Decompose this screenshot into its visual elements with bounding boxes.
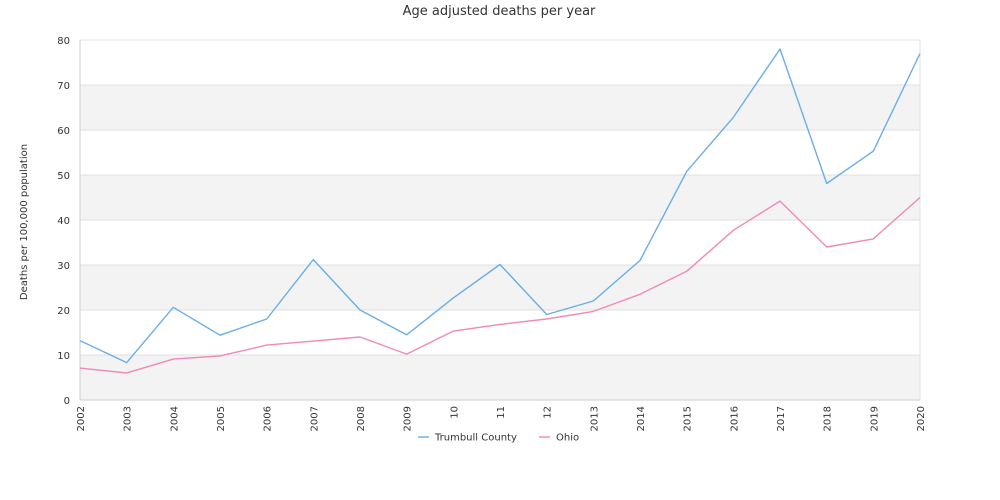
y-tick-label: 60 (57, 126, 70, 137)
x-tick-label: 2007 (309, 406, 320, 431)
x-tick-label: 2002 (76, 406, 87, 431)
y-axis-label: Deaths per 100,000 population (19, 144, 30, 300)
x-tick-label: 11 (496, 406, 507, 419)
x-tick-label: 2006 (263, 406, 274, 431)
y-tick-label: 10 (57, 351, 70, 362)
x-tick-label: 2014 (636, 406, 647, 431)
y-tick-label: 40 (57, 216, 70, 227)
x-tick-label: 12 (543, 406, 554, 419)
x-tick-label: 2005 (216, 406, 227, 431)
plot-band (80, 310, 920, 355)
y-tick-label: 0 (64, 396, 70, 407)
x-tick-label: 2017 (776, 406, 787, 431)
x-tick-label: 2015 (683, 406, 694, 431)
y-tick-label: 20 (57, 306, 70, 317)
plot-band (80, 130, 920, 175)
chart-title: Age adjusted deaths per year (403, 4, 596, 19)
axes (79, 40, 921, 401)
x-tick-label: 2004 (169, 406, 180, 431)
y-tick-label: 30 (57, 261, 70, 272)
plot-band (80, 220, 920, 265)
y-axis-ticks: 0 10 20 30 40 50 60 70 80 (57, 36, 70, 407)
legend-label: Ohio (556, 433, 579, 444)
x-tick-label: 2018 (823, 406, 834, 431)
y-tick-label: 70 (57, 81, 70, 92)
plot-band (80, 40, 920, 85)
x-tick-label: 2003 (123, 406, 134, 431)
y-tick-label: 50 (57, 171, 70, 182)
x-tick-label: 2009 (403, 406, 414, 431)
x-tick-label: 2013 (589, 406, 600, 431)
x-tick-label: 2016 (729, 406, 740, 431)
x-tick-label: 10 (449, 406, 460, 419)
plot-bands (80, 40, 920, 400)
series-lines (79, 48, 921, 374)
x-tick-label: 2019 (869, 406, 880, 431)
series-line (79, 48, 921, 364)
legend: Trumbull County Ohio (418, 433, 579, 444)
series-line (79, 196, 921, 374)
y-tick-label: 80 (57, 36, 70, 47)
x-tick-label: 2020 (916, 406, 927, 431)
x-tick-label: 2008 (356, 406, 367, 431)
legend-label: Trumbull County (434, 433, 517, 444)
plot-band (80, 265, 920, 310)
x-axis-ticks: 2002 2003 2004 2005 2006 2007 2008 2009 10 11 12 20… (76, 406, 927, 431)
plot-band (80, 85, 920, 130)
plot-band (80, 355, 920, 400)
plot-band (80, 175, 920, 220)
